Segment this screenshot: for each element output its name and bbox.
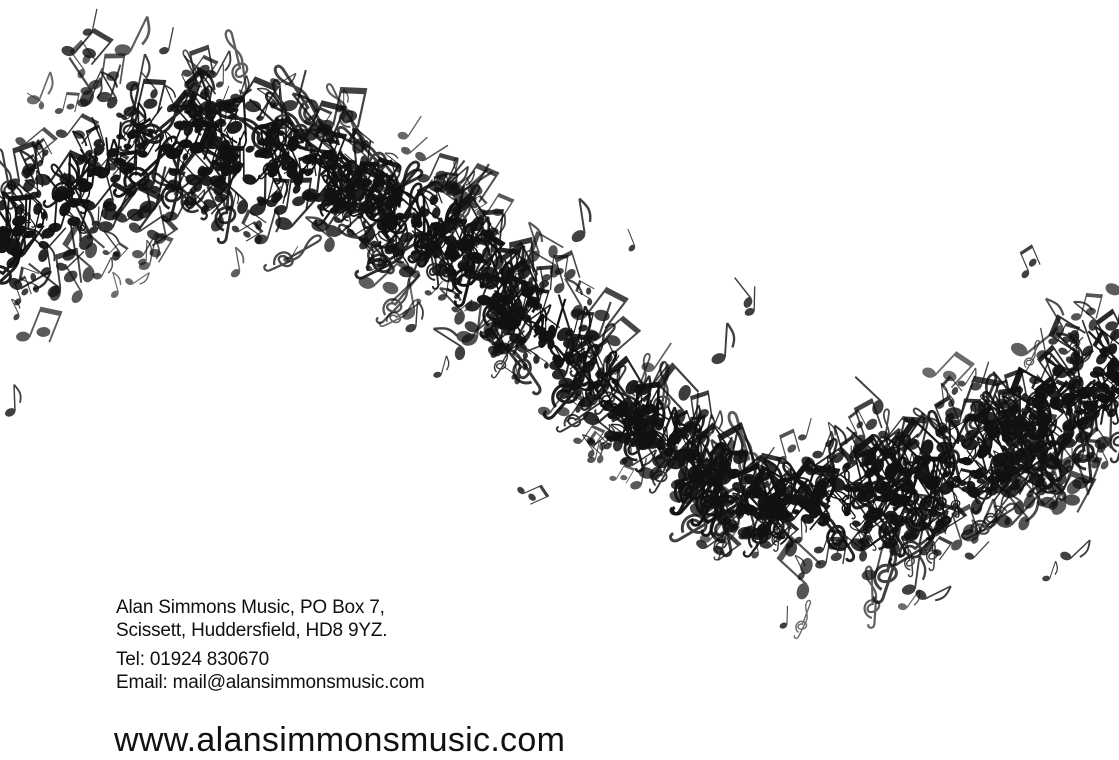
address-line-2: Scissett, Huddersfield, HD8 9YZ.	[116, 619, 425, 642]
contact-block: Alan Simmons Music, PO Box 7, Scissett, …	[116, 596, 425, 694]
email-address: Email: mail@alansimmonsmusic.com	[116, 671, 425, 694]
telephone-number: Tel: 01924 830670	[116, 648, 425, 671]
website-url[interactable]: www.alansimmonsmusic.com	[114, 720, 565, 760]
music-notes-icon	[0, 7, 1119, 640]
address-line-1: Alan Simmons Music, PO Box 7,	[116, 596, 425, 619]
